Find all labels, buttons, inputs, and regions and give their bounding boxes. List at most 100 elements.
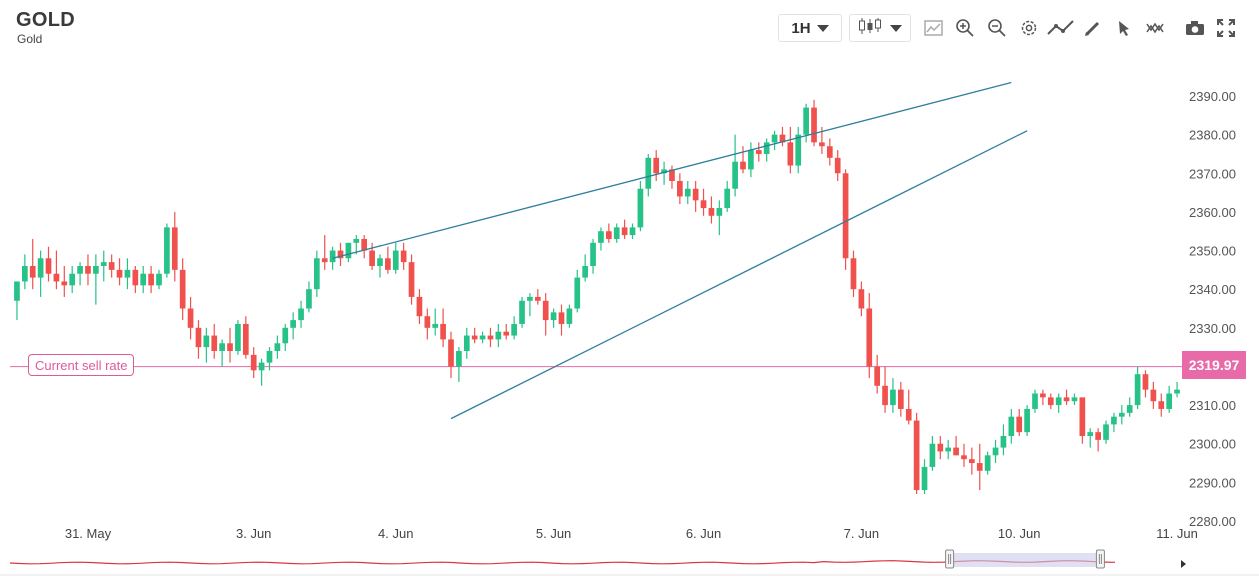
y-tick-label: 2350.00: [1189, 244, 1236, 259]
interval-dropdown[interactable]: 1H: [778, 14, 842, 42]
candle-body: [53, 273, 60, 282]
indicator-line-icon[interactable]: [1046, 16, 1076, 40]
scroll-right-icon[interactable]: [1181, 560, 1186, 568]
candle: [850, 250, 857, 297]
candle-body: [440, 323, 446, 340]
chart-type-dropdown[interactable]: [849, 14, 911, 42]
settings-icon[interactable]: [1017, 16, 1041, 40]
candle-body: [905, 408, 912, 421]
candle: [598, 227, 604, 251]
candle: [858, 281, 865, 317]
candle-body: [1079, 397, 1086, 436]
candle-body: [1008, 416, 1015, 436]
candle: [582, 254, 589, 282]
candle: [882, 366, 888, 413]
candle: [724, 181, 731, 212]
candle-body: [1118, 412, 1125, 417]
y-tick-label: 2280.00: [1189, 514, 1236, 529]
candle: [795, 126, 802, 174]
candle-body: [69, 273, 76, 286]
candle: [692, 181, 699, 212]
candle: [992, 439, 999, 464]
candle-body: [164, 227, 170, 274]
candle: [321, 235, 328, 270]
candle-body: [471, 335, 478, 340]
candle: [953, 436, 959, 456]
candle: [558, 304, 565, 336]
candle: [369, 242, 375, 270]
camera-icon[interactable]: [1183, 16, 1207, 40]
candle: [637, 181, 644, 232]
candle: [298, 300, 304, 328]
candle-body: [976, 463, 983, 471]
x-tick-label: 7. Jun: [844, 526, 879, 541]
cursor-icon[interactable]: [1112, 16, 1136, 40]
candle-body: [629, 227, 636, 236]
candle: [235, 320, 241, 355]
candle: [361, 235, 368, 259]
candle: [219, 339, 225, 367]
pencil-icon[interactable]: [1081, 16, 1105, 40]
zoom-in-icon[interactable]: [953, 16, 977, 40]
navigator-range: [949, 553, 1101, 567]
candle-body: [803, 107, 809, 135]
candle: [748, 142, 754, 178]
candle: [645, 153, 652, 197]
candle-body: [542, 300, 549, 321]
candle-body: [479, 335, 486, 340]
candle-body: [1024, 408, 1030, 433]
candle-body: [298, 308, 304, 321]
zoom-out-icon[interactable]: [985, 16, 1009, 40]
candle-body: [771, 134, 778, 143]
candle: [961, 443, 967, 467]
candle-body: [503, 331, 510, 336]
candle: [258, 358, 265, 386]
candle-body: [732, 161, 738, 189]
compare-icon[interactable]: [922, 16, 946, 40]
pattern-icon[interactable]: [1144, 16, 1168, 40]
y-tick-label: 2370.00: [1189, 166, 1236, 181]
candle-body: [345, 242, 352, 259]
candle: [211, 323, 218, 359]
candle-body: [953, 447, 959, 456]
candle-body: [306, 289, 312, 309]
candle-body: [598, 231, 604, 243]
candle: [1000, 424, 1007, 456]
candle: [669, 165, 675, 189]
candle: [1071, 393, 1078, 406]
navigator-handle-left[interactable]: [945, 549, 955, 569]
candle: [21, 254, 28, 290]
candle-body: [590, 242, 596, 266]
navigator-handle-right[interactable]: [1095, 549, 1105, 569]
candle: [345, 242, 352, 263]
candle-body: [1166, 393, 1173, 409]
candle-body: [495, 331, 502, 340]
candle: [732, 134, 738, 197]
candle: [1126, 397, 1133, 417]
candle-body: [400, 250, 407, 263]
candle: [14, 281, 20, 321]
candle-body: [819, 142, 825, 147]
interval-label: 1H: [791, 19, 811, 37]
candle: [353, 235, 360, 255]
candle: [242, 316, 249, 359]
candle-body: [929, 443, 936, 467]
candle: [377, 254, 383, 278]
y-tick-label: 2310.00: [1189, 398, 1236, 413]
candle: [93, 254, 99, 305]
candle-body: [1032, 393, 1038, 409]
candle-body: [385, 258, 391, 270]
candle: [495, 323, 502, 348]
candle: [763, 138, 770, 162]
candle-body: [1111, 416, 1117, 425]
candle-body: [290, 320, 297, 328]
candle-body: [795, 134, 802, 166]
candle-body: [945, 447, 952, 452]
candle: [124, 258, 131, 290]
candle-body: [677, 181, 683, 197]
candle: [527, 293, 533, 317]
fullscreen-icon[interactable]: [1214, 16, 1238, 40]
chevron-down-icon: [816, 24, 829, 32]
candle: [61, 266, 68, 297]
